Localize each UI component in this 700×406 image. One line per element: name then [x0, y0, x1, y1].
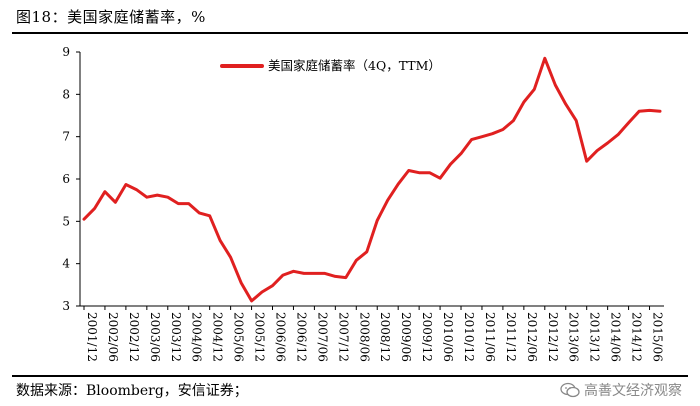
watermark: 高善文经济观察 — [560, 380, 682, 400]
x-tick-label: 2010/12 — [462, 312, 476, 362]
x-tick-label: 2008/06 — [357, 312, 371, 362]
legend: 美国家庭储蓄率（4Q，TTM） — [220, 58, 441, 73]
y-tick-label: 4 — [62, 257, 70, 271]
watermark-text: 高善文经济观察 — [584, 383, 682, 399]
x-tick-label: 2003/06 — [148, 312, 162, 362]
x-tick-label: 2008/12 — [378, 312, 392, 362]
x-tick-label: 2004/06 — [190, 312, 204, 362]
x-tick-label: 2014/12 — [630, 312, 644, 362]
x-tick-label: 2007/06 — [315, 312, 329, 362]
x-tick-label: 2003/12 — [169, 312, 183, 362]
y-tick-label: 8 — [62, 87, 70, 101]
line-chart: 3 4 5 6 7 8 9 2001/12 2002/06 2002/12 2003/06 2003… — [62, 45, 665, 362]
x-tick-label: 2006/12 — [294, 312, 308, 362]
x-tick-label: 2005/12 — [253, 312, 267, 362]
x-tick-label: 2005/06 — [232, 312, 246, 362]
y-tick-label: 6 — [62, 172, 70, 186]
y-tick-label: 3 — [62, 299, 70, 313]
y-tick-label: 7 — [62, 130, 70, 144]
y-tick-label: 5 — [62, 214, 70, 228]
footer-rule — [12, 375, 688, 377]
title-rule — [12, 32, 688, 34]
x-tick-label: 2013/06 — [567, 312, 581, 362]
chart-title: 图18：美国家庭储蓄率，% — [16, 8, 206, 26]
x-tick-label: 2001/12 — [85, 312, 99, 362]
x-tick-label: 2007/12 — [336, 312, 350, 362]
x-tick-label: 2015/06 — [651, 312, 665, 362]
x-tick-label: 2009/06 — [399, 312, 413, 362]
x-tick-label: 2011/12 — [504, 312, 518, 362]
x-tick-label: 2014/06 — [609, 312, 623, 362]
wechat-icon — [560, 382, 580, 398]
y-axis-ticks: 3 4 5 6 7 8 9 — [62, 45, 80, 313]
x-tick-label: 2002/12 — [127, 312, 141, 362]
x-tick-label: 2012/12 — [546, 312, 560, 362]
source-note: 数据来源：Bloomberg，安信证券； — [16, 383, 248, 399]
x-tick-label: 2011/06 — [483, 312, 497, 362]
legend-label: 美国家庭储蓄率（4Q，TTM） — [268, 58, 441, 73]
x-tick-label: 2002/06 — [106, 312, 120, 362]
x-tick-label: 2012/06 — [525, 312, 539, 362]
x-tick-label: 2013/12 — [588, 312, 602, 362]
series-group — [82, 56, 662, 303]
x-tick-label: 2006/06 — [274, 312, 288, 362]
x-axis-ticks: 2001/12 2002/06 2002/12 2003/06 2003/12 2004/… — [83, 306, 665, 362]
y-tick-label: 9 — [62, 45, 70, 59]
x-tick-label: 2009/12 — [420, 312, 434, 362]
x-tick-label: 2004/12 — [211, 312, 225, 362]
series-line — [82, 56, 662, 303]
x-tick-label: 2010/06 — [441, 312, 455, 362]
axes — [79, 52, 664, 307]
